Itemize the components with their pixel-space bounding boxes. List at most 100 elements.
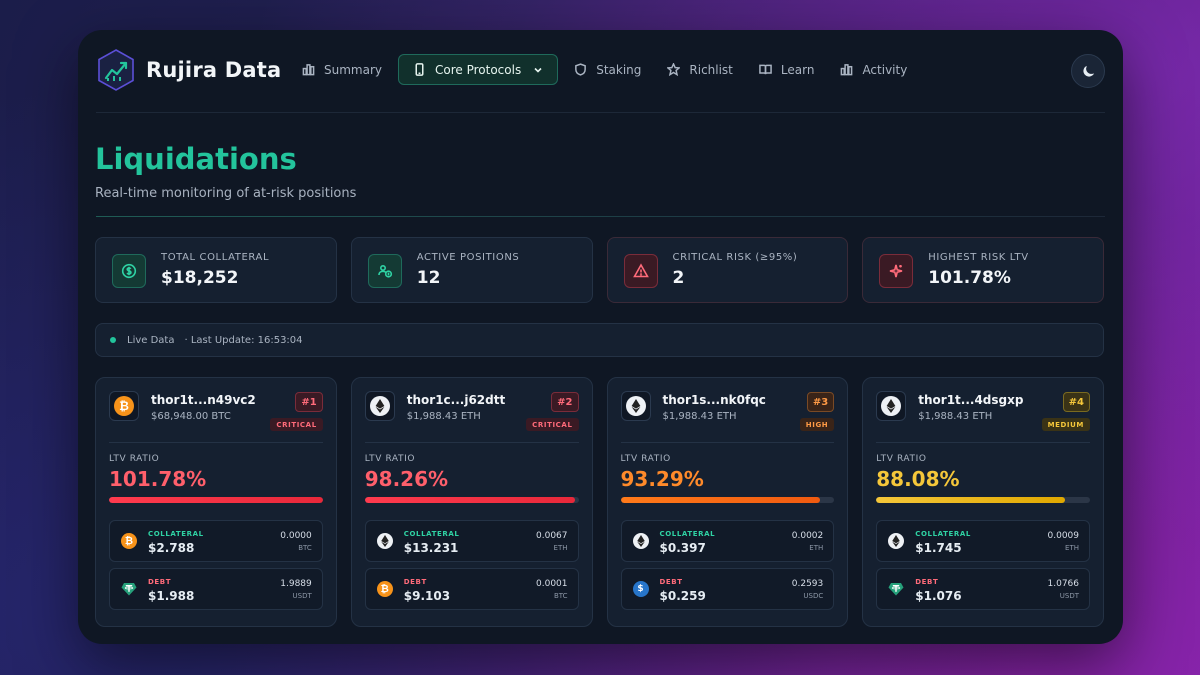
ltv-value: 101.78% <box>109 467 207 491</box>
shield-icon <box>575 63 587 76</box>
nav-staking-label: Staking <box>596 62 642 77</box>
nav-core-protocols[interactable]: Core Protocols <box>398 54 559 85</box>
nav-learn-label: Learn <box>780 62 815 77</box>
ethereum-icon <box>625 396 646 416</box>
theme-toggle-button[interactable] <box>1071 54 1105 88</box>
card-divider <box>876 442 1090 443</box>
stat-total-collateral: TOTAL COLLATERAL $18,252 <box>95 237 337 303</box>
main-nav: Summary Core Protocols Staking Richlist … <box>292 54 923 85</box>
ltv-progress-fill <box>364 497 575 503</box>
debt-row: DEBT $1.076 1.0766 USDT <box>876 568 1090 610</box>
nav-richlist[interactable]: Richlist <box>657 54 743 85</box>
star-icon <box>667 63 681 76</box>
ltv-progress-fill <box>109 497 323 503</box>
ltv-progress-fill <box>876 497 1065 503</box>
dollar-icon <box>112 254 146 288</box>
rank-badge: #3 <box>806 392 835 412</box>
ltv-progress-bar <box>876 497 1090 503</box>
debt-label: DEBT <box>659 578 683 586</box>
debt-value: $0.259 <box>659 589 706 603</box>
tether-icon <box>888 581 904 601</box>
rank-badge: #1 <box>295 392 323 412</box>
position-amount: $1,988.43 ETH <box>918 411 993 422</box>
tether-icon <box>121 581 137 601</box>
severity-badge: MEDIUM <box>1041 418 1090 431</box>
severity-badge: CRITICAL <box>526 418 579 431</box>
header-divider <box>96 112 1105 113</box>
ltv-label: LTV RATIO <box>109 454 160 464</box>
ltv-progress-bar <box>620 497 835 503</box>
debt-token: BTC <box>553 592 568 600</box>
debt-token: USDT <box>292 592 312 600</box>
sparkle-icon <box>879 254 914 288</box>
warning-icon <box>623 254 658 288</box>
stat-label: HIGHEST RISK LTV <box>928 252 1029 263</box>
debt-amount: 0.0001 <box>536 579 568 589</box>
nav-activity[interactable]: Activity <box>830 54 917 85</box>
users-coin-icon <box>367 254 402 288</box>
position-card[interactable]: ₿ thor1t...n49vc2 $68,948.00 BTC #1 CRIT… <box>95 377 337 627</box>
position-card[interactable]: thor1s...nk0fqc $1,988.43 ETH #3 HIGH LT… <box>606 377 849 627</box>
live-label: Live Data <box>127 334 175 346</box>
collateral-token: ETH <box>1065 544 1079 552</box>
live-dot-icon <box>110 337 116 343</box>
position-amount: $1,988.43 ETH <box>406 411 481 422</box>
ethereum-icon <box>369 396 390 416</box>
position-amount: $68,948.00 BTC <box>151 411 231 422</box>
rujira-logo-icon[interactable] <box>96 48 136 92</box>
collateral-value: $0.397 <box>659 541 706 555</box>
stat-value: $18,252 <box>161 268 239 288</box>
ltv-progress-fill <box>620 497 820 503</box>
collateral-row: COLLATERAL $13.231 0.0067 ETH <box>364 520 579 562</box>
bar-chart-icon <box>841 64 853 76</box>
collateral-amount: 0.0002 <box>791 531 824 541</box>
severity-badge: HIGH <box>799 418 835 431</box>
nav-richlist-label: Richlist <box>689 62 733 77</box>
rank-badge: #4 <box>1062 392 1090 412</box>
app-window: Rujira Data Summary Core Protocols Staki… <box>78 30 1123 644</box>
page-title: Liquidations <box>95 142 297 176</box>
collateral-token: ETH <box>809 544 824 552</box>
position-address[interactable]: thor1c...j62dtt <box>406 393 506 407</box>
moon-icon <box>1082 65 1094 77</box>
bitcoin-icon: ₿ <box>376 581 393 597</box>
position-address[interactable]: thor1s...nk0fqc <box>662 393 766 407</box>
collateral-amount: 0.0000 <box>280 531 312 541</box>
collateral-amount: 0.0067 <box>536 531 568 541</box>
position-card[interactable]: thor1t...4dsgxp $1,988.43 ETH #4 MEDIUM … <box>862 377 1104 627</box>
asset-badge <box>876 391 907 421</box>
stat-active-positions: ACTIVE POSITIONS 12 <box>350 237 593 303</box>
title-divider <box>96 216 1105 217</box>
nav-summary[interactable]: Summary <box>292 54 392 85</box>
collateral-value: $1.745 <box>915 541 962 555</box>
collateral-row: COLLATERAL $1.745 0.0009 ETH <box>876 520 1090 562</box>
brand-name[interactable]: Rujira Data <box>146 58 282 82</box>
debt-row: DEBT $1.988 1.9889 USDT <box>109 568 323 610</box>
asset-badge <box>364 391 395 421</box>
position-card[interactable]: thor1c...j62dtt $1,988.43 ETH #2 CRITICA… <box>350 377 593 627</box>
nav-learn[interactable]: Learn <box>749 54 825 85</box>
nav-staking[interactable]: Staking <box>564 54 651 85</box>
stats-row: TOTAL COLLATERAL $18,252 ACTIVE POSITION… <box>95 237 1104 303</box>
stat-critical-risk: CRITICAL RISK (≥95%) 2 <box>606 237 849 303</box>
stat-value: 12 <box>416 268 441 288</box>
stat-label: TOTAL COLLATERAL <box>161 252 270 263</box>
collateral-label: COLLATERAL <box>403 530 460 538</box>
position-address[interactable]: thor1t...n49vc2 <box>151 393 256 407</box>
rank-badge: #2 <box>551 392 579 412</box>
debt-value: $1.988 <box>148 589 195 603</box>
debt-token: USDC <box>803 592 824 600</box>
ltv-value: 93.29% <box>620 467 704 491</box>
stat-value: 101.78% <box>928 268 1011 288</box>
asset-badge: ₿ <box>109 391 139 421</box>
collateral-amount: 0.0009 <box>1047 531 1080 541</box>
collateral-token: ETH <box>553 544 568 552</box>
collateral-label: COLLATERAL <box>148 530 204 538</box>
bitcoin-icon: ₿ <box>114 396 134 416</box>
severity-badge: CRITICAL <box>270 418 323 431</box>
ltv-label: LTV RATIO <box>876 454 927 464</box>
collateral-value: $2.788 <box>148 541 195 555</box>
debt-label: DEBT <box>403 578 427 586</box>
position-address[interactable]: thor1t...4dsgxp <box>918 393 1024 407</box>
stat-label: CRITICAL RISK (≥95%) <box>672 252 798 263</box>
